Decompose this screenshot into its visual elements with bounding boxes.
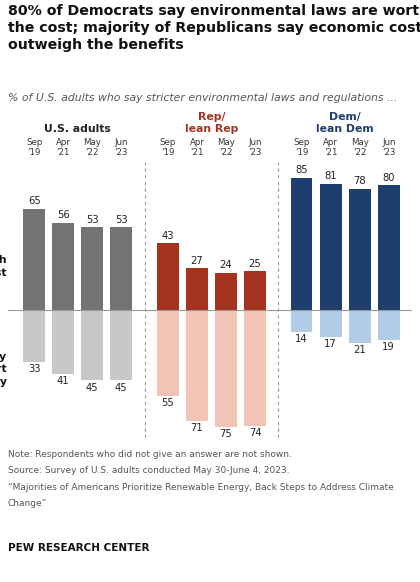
Bar bbox=[320, 310, 341, 336]
Text: May
'22: May '22 bbox=[217, 138, 235, 157]
Text: Change”: Change” bbox=[8, 499, 47, 508]
Bar bbox=[52, 310, 74, 374]
Bar bbox=[244, 271, 266, 310]
Text: 24: 24 bbox=[220, 260, 232, 271]
Text: Dem/
lean Dem: Dem/ lean Dem bbox=[316, 112, 374, 134]
Bar bbox=[378, 310, 400, 340]
Bar bbox=[291, 310, 312, 332]
Bar bbox=[349, 310, 370, 343]
Text: 19: 19 bbox=[382, 342, 395, 352]
Text: 33: 33 bbox=[28, 364, 40, 374]
Text: U.S. adults: U.S. adults bbox=[45, 124, 111, 134]
Text: 53: 53 bbox=[86, 215, 99, 225]
Text: 78: 78 bbox=[353, 176, 366, 186]
Bar bbox=[244, 310, 266, 425]
Text: 14: 14 bbox=[295, 334, 308, 345]
Text: 27: 27 bbox=[191, 255, 203, 266]
Text: Jun
'23: Jun '23 bbox=[115, 138, 128, 157]
Text: 80: 80 bbox=[383, 173, 395, 183]
Text: Sep
'19: Sep '19 bbox=[293, 138, 310, 157]
Text: May
'22: May '22 bbox=[351, 138, 369, 157]
Text: Apr
'21: Apr '21 bbox=[323, 138, 338, 157]
Bar bbox=[52, 223, 74, 310]
Text: 71: 71 bbox=[191, 423, 203, 433]
Text: Cost too many
jobs and hurt
the economy: Cost too many jobs and hurt the economy bbox=[0, 352, 7, 387]
Text: PEW RESEARCH CENTER: PEW RESEARCH CENTER bbox=[8, 543, 150, 553]
Text: 17: 17 bbox=[324, 339, 337, 349]
Text: Apr
'21: Apr '21 bbox=[56, 138, 71, 157]
Text: Rep/
lean Rep: Rep/ lean Rep bbox=[185, 112, 238, 134]
Bar bbox=[215, 273, 237, 310]
Bar bbox=[110, 310, 132, 380]
Text: 65: 65 bbox=[28, 197, 41, 207]
Text: 81: 81 bbox=[324, 172, 337, 182]
Text: 55: 55 bbox=[161, 398, 174, 408]
Bar bbox=[186, 268, 208, 310]
Text: 45: 45 bbox=[115, 382, 128, 393]
Text: Note: Respondents who did not give an answer are not shown.: Note: Respondents who did not give an an… bbox=[8, 450, 292, 459]
Text: Jun
'23: Jun '23 bbox=[382, 138, 396, 157]
Bar bbox=[320, 184, 341, 310]
Text: 85: 85 bbox=[295, 165, 308, 175]
Bar bbox=[81, 228, 103, 310]
Bar bbox=[186, 310, 208, 421]
Bar bbox=[349, 189, 370, 310]
Text: 74: 74 bbox=[249, 428, 261, 438]
Bar bbox=[157, 310, 179, 396]
Text: 45: 45 bbox=[86, 382, 99, 393]
Text: 56: 56 bbox=[57, 211, 70, 221]
Text: Are worth
the cost: Are worth the cost bbox=[0, 255, 7, 278]
Text: “Majorities of Americans Prioritize Renewable Energy, Back Steps to Address Clim: “Majorities of Americans Prioritize Rene… bbox=[8, 482, 394, 492]
Bar bbox=[110, 228, 132, 310]
Text: Sep
'19: Sep '19 bbox=[26, 138, 42, 157]
Bar bbox=[23, 209, 45, 310]
Bar bbox=[378, 186, 400, 310]
Bar bbox=[291, 178, 312, 310]
Text: 53: 53 bbox=[115, 215, 128, 225]
Bar bbox=[81, 310, 103, 380]
Text: Source: Survey of U.S. adults conducted May 30-June 4, 2023.: Source: Survey of U.S. adults conducted … bbox=[8, 466, 289, 475]
Text: 75: 75 bbox=[220, 430, 232, 439]
Text: % of U.S. adults who say stricter environmental laws and regulations ...: % of U.S. adults who say stricter enviro… bbox=[8, 93, 397, 103]
Bar bbox=[23, 310, 45, 361]
Text: 43: 43 bbox=[162, 230, 174, 241]
Text: 80% of Democrats say environmental laws are worth
the cost; majority of Republic: 80% of Democrats say environmental laws … bbox=[8, 4, 420, 51]
Text: 25: 25 bbox=[249, 259, 261, 269]
Text: Jun
'23: Jun '23 bbox=[248, 138, 262, 157]
Bar bbox=[215, 310, 237, 427]
Text: 21: 21 bbox=[353, 345, 366, 355]
Text: Apr
'21: Apr '21 bbox=[189, 138, 205, 157]
Text: Sep
'19: Sep '19 bbox=[160, 138, 176, 157]
Text: 41: 41 bbox=[57, 377, 70, 386]
Bar bbox=[157, 243, 179, 310]
Text: May
'22: May '22 bbox=[83, 138, 101, 157]
